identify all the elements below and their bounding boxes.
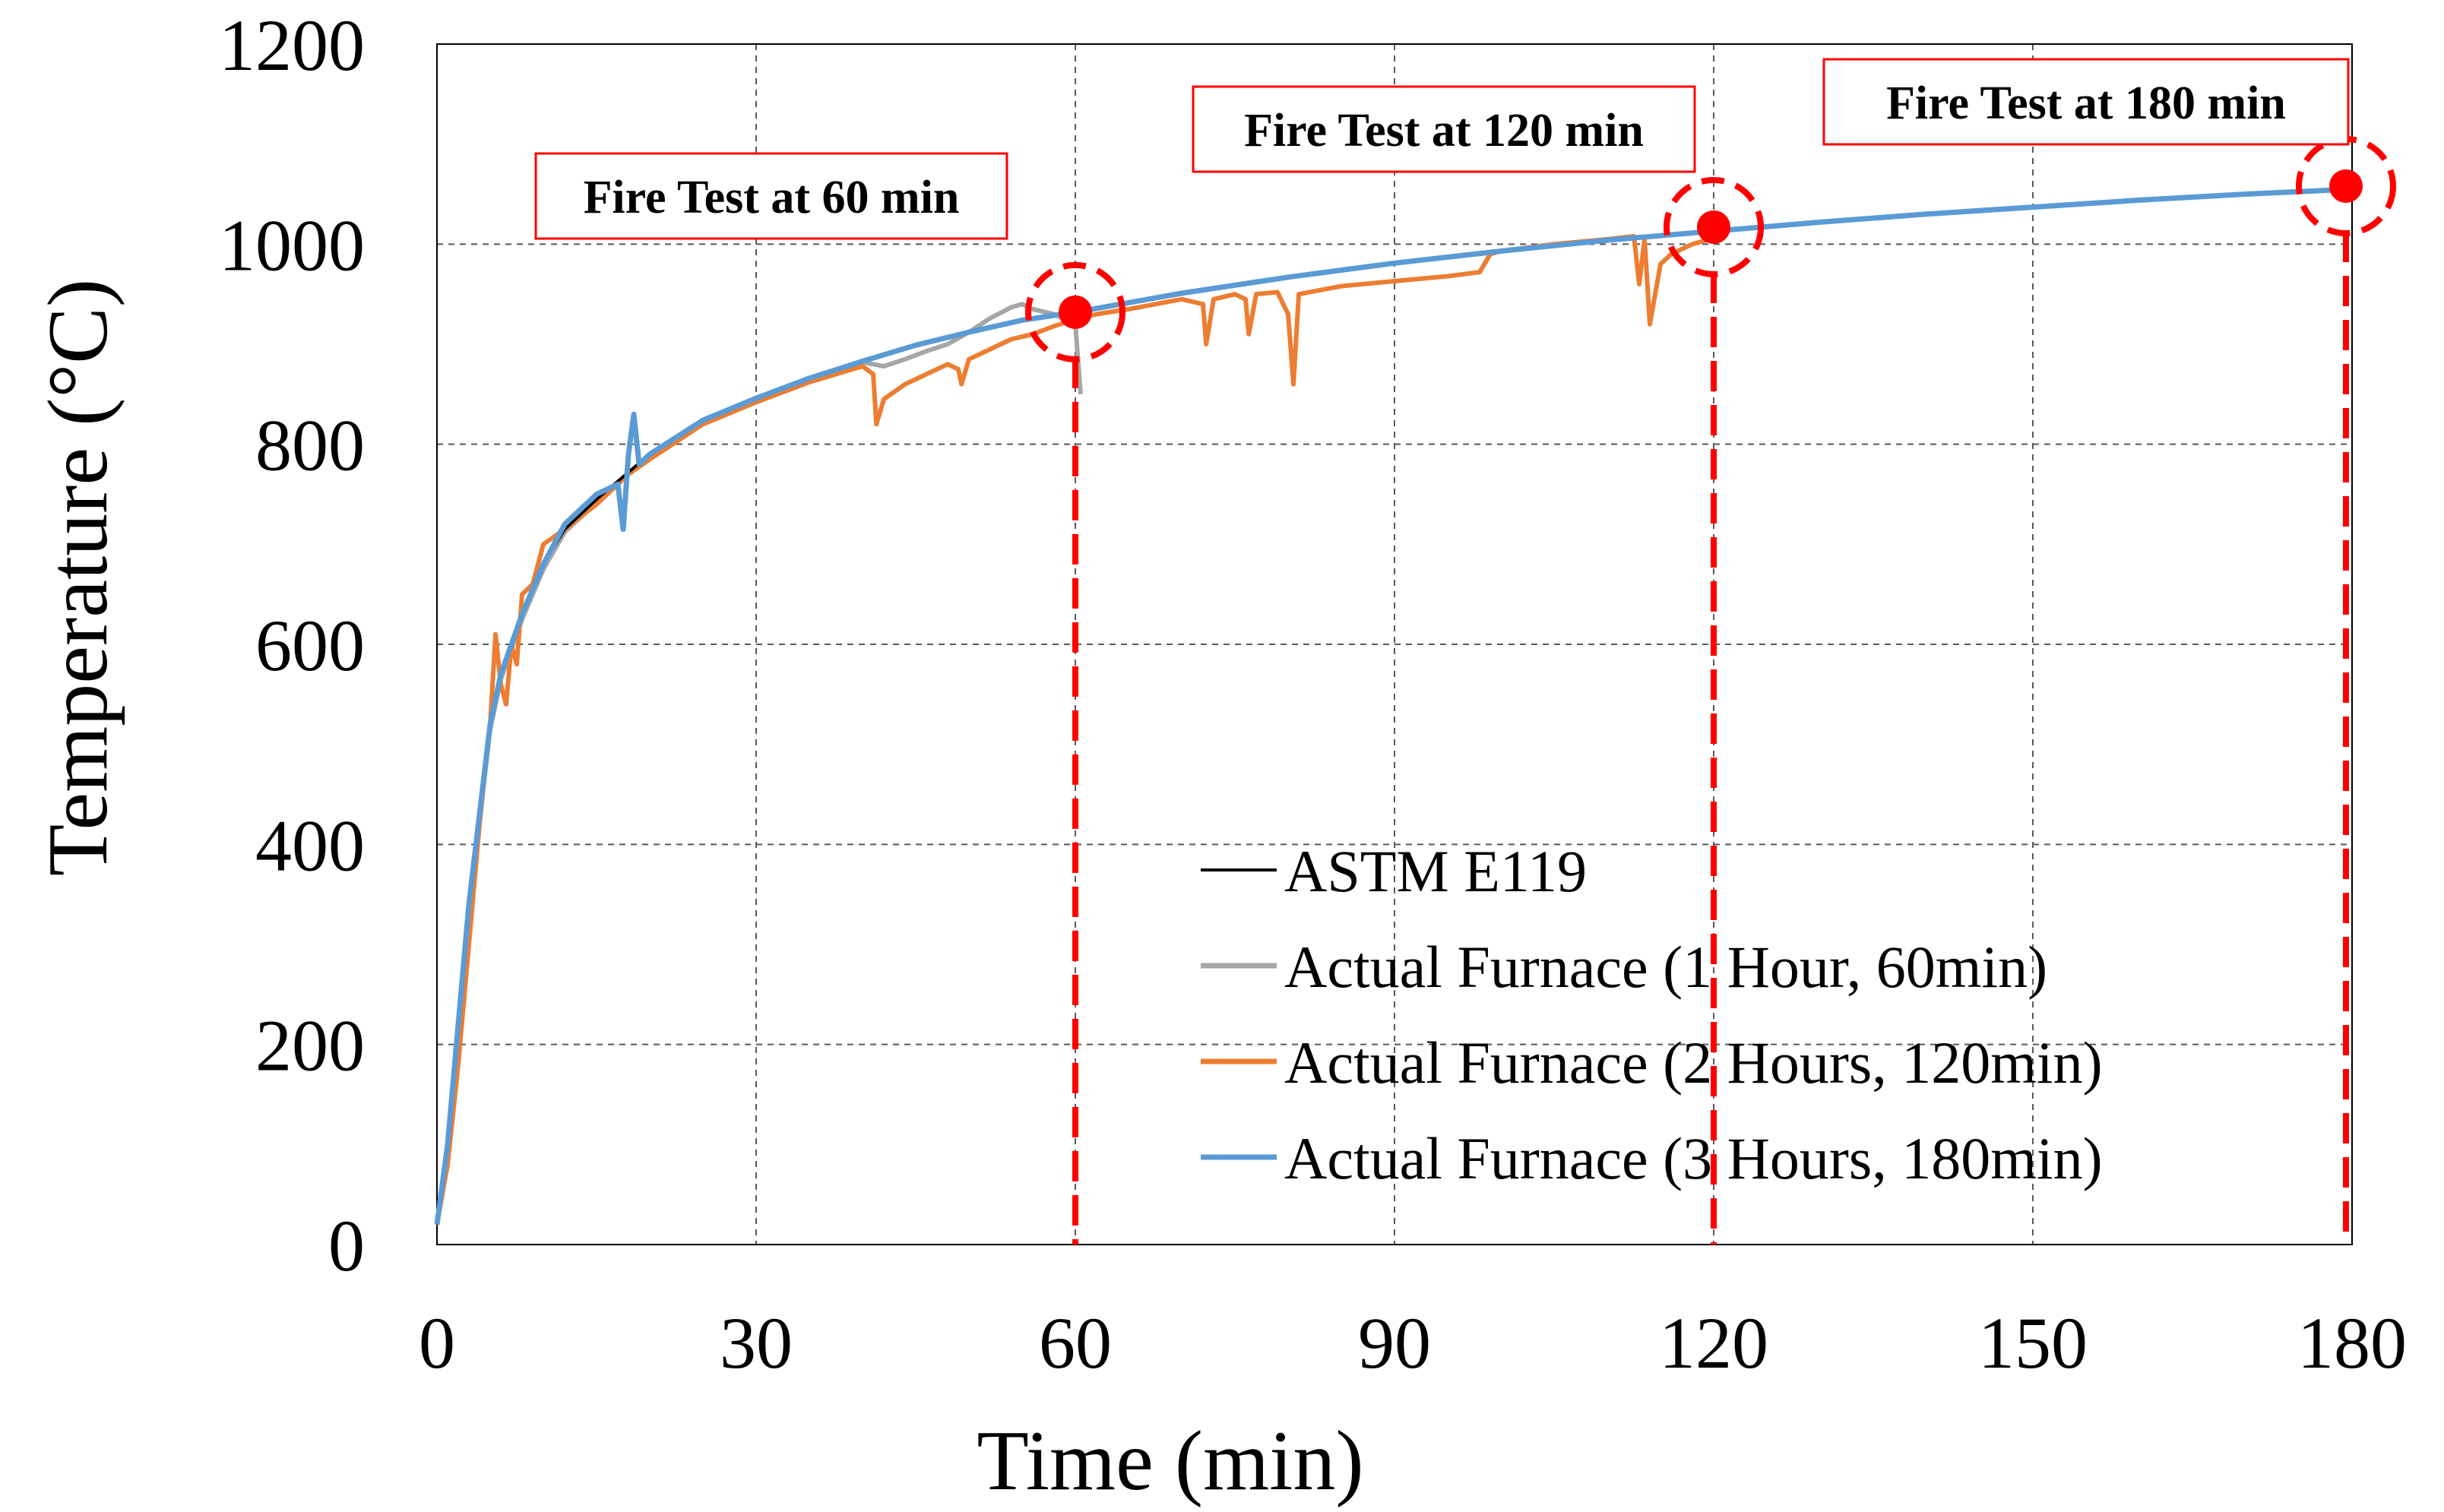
annotation-label: Fire Test at 120 min [1244, 105, 1644, 157]
legend-label: Actual Furnace (3 Hours, 180min) [1284, 1125, 2103, 1191]
x-tick-label: 150 [1978, 1302, 2088, 1384]
y-axis-ticks: 0 200 400 600 800 1000 1200 [219, 5, 365, 1286]
y-tick-label: 800 [255, 405, 365, 486]
y-tick-label: 1000 [219, 204, 365, 286]
annotation-point [1697, 210, 1730, 244]
y-tick-label: 1200 [219, 5, 365, 86]
x-tick-label: 30 [720, 1302, 793, 1384]
annotation-dashed-circle [1664, 176, 1764, 277]
x-axis-title: Time (min) [977, 1414, 1363, 1508]
plot-frame [436, 43, 2353, 1245]
legend: ASTM E119 Actual Furnace (1 Hour, 60min) A… [1201, 838, 2103, 1191]
annotation-point [2329, 169, 2363, 203]
annotation-layer: Fire Test at 60 min Fire Test at 120 min F… [534, 58, 2396, 1245]
annotation-dashed-circle [1025, 261, 1125, 362]
x-tick-label: 180 [2297, 1302, 2407, 1384]
annotation-label: Fire Test at 180 min [1886, 77, 2286, 129]
y-tick-label: 600 [255, 605, 365, 686]
y-axis-title: Temperature (°C) [31, 279, 125, 876]
annotation-label-box [534, 152, 1008, 240]
legend-label: Actual Furnace (2 Hours, 120min) [1284, 1030, 2103, 1096]
legend-label: ASTM E119 [1284, 838, 1587, 904]
legend-label: Actual Furnace (1 Hour, 60min) [1284, 934, 2047, 1000]
y-tick-label: 0 [328, 1205, 365, 1286]
y-tick-label: 400 [255, 805, 365, 886]
x-tick-label: 0 [419, 1302, 455, 1384]
x-tick-label: 90 [1358, 1302, 1431, 1384]
x-tick-label: 60 [1039, 1302, 1112, 1384]
x-axis-ticks: 0 30 60 90 120 150 180 [419, 1302, 2407, 1384]
series-line-1 [435, 302, 1083, 1226]
annotation-label-box [1192, 85, 1696, 173]
annotation-label-box [1822, 58, 2350, 146]
annotation-label: Fire Test at 60 min [584, 172, 960, 223]
x-tick-label: 120 [1659, 1302, 1768, 1384]
y-tick-label: 200 [255, 1005, 365, 1087]
annotation-point [1059, 295, 1092, 329]
